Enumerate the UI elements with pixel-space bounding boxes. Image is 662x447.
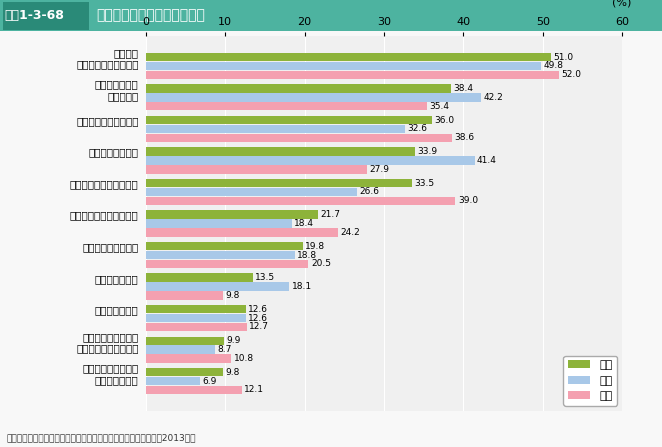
- Bar: [146, 188, 357, 196]
- Bar: [146, 283, 289, 291]
- FancyBboxPatch shape: [3, 2, 89, 30]
- Text: 18.1: 18.1: [292, 282, 312, 291]
- Text: 資料：内閣府「家族と地域における子育てに関する意識調査」（2013年）: 資料：内閣府「家族と地域における子育てに関する意識調査」（2013年）: [7, 434, 196, 443]
- Text: 9.8: 9.8: [226, 291, 240, 300]
- Text: 12.6: 12.6: [248, 305, 268, 314]
- Bar: [146, 242, 303, 250]
- Bar: [146, 165, 367, 173]
- Text: 家族の役割として重要なこと: 家族の役割として重要なこと: [96, 8, 205, 23]
- Bar: [146, 102, 427, 110]
- Bar: [146, 84, 451, 93]
- Text: 41.4: 41.4: [477, 156, 496, 165]
- Text: 26.6: 26.6: [359, 187, 379, 197]
- Text: 12.7: 12.7: [249, 322, 269, 331]
- Bar: [146, 134, 452, 142]
- Bar: [146, 148, 415, 156]
- Text: 39.0: 39.0: [458, 196, 478, 205]
- Text: 33.5: 33.5: [414, 179, 434, 188]
- Text: 35.4: 35.4: [429, 102, 449, 111]
- Text: 18.4: 18.4: [294, 219, 314, 228]
- Bar: [146, 211, 318, 219]
- Bar: [146, 305, 246, 313]
- Bar: [146, 337, 224, 345]
- Text: 21.7: 21.7: [320, 210, 340, 219]
- FancyBboxPatch shape: [0, 0, 662, 31]
- Text: 18.8: 18.8: [297, 250, 318, 260]
- Text: 49.8: 49.8: [544, 61, 563, 70]
- Text: 12.6: 12.6: [248, 313, 268, 323]
- Text: 27.9: 27.9: [369, 165, 390, 174]
- Bar: [146, 125, 404, 133]
- Bar: [146, 219, 292, 228]
- Bar: [146, 354, 232, 363]
- Text: 8.7: 8.7: [217, 345, 232, 354]
- Bar: [146, 116, 432, 124]
- Bar: [146, 156, 475, 164]
- Bar: [146, 346, 214, 354]
- Bar: [146, 260, 308, 268]
- Text: 6.9: 6.9: [203, 377, 217, 386]
- Text: 20.5: 20.5: [311, 259, 331, 268]
- Bar: [146, 386, 242, 394]
- Text: 38.6: 38.6: [455, 133, 475, 142]
- Text: 51.0: 51.0: [553, 53, 573, 62]
- Bar: [146, 368, 224, 376]
- Bar: [146, 274, 253, 282]
- Bar: [146, 53, 551, 61]
- Bar: [146, 291, 224, 299]
- Legend: 全体, 男性, 女性: 全体, 男性, 女性: [563, 356, 617, 406]
- Text: 32.6: 32.6: [407, 124, 427, 134]
- Text: 9.8: 9.8: [226, 368, 240, 377]
- Bar: [146, 62, 542, 70]
- Text: 19.8: 19.8: [305, 242, 326, 251]
- Bar: [146, 323, 246, 331]
- Text: 52.0: 52.0: [561, 70, 581, 79]
- Bar: [146, 228, 338, 236]
- Text: 42.2: 42.2: [483, 93, 503, 102]
- Text: 9.9: 9.9: [226, 336, 241, 345]
- Text: 38.4: 38.4: [453, 84, 473, 93]
- Text: 36.0: 36.0: [434, 116, 454, 125]
- Bar: [146, 251, 295, 259]
- Bar: [146, 314, 246, 322]
- Text: 24.2: 24.2: [340, 228, 360, 237]
- Bar: [146, 179, 412, 187]
- Text: 10.8: 10.8: [234, 354, 254, 363]
- Bar: [146, 93, 481, 101]
- Text: 12.1: 12.1: [244, 385, 264, 394]
- Bar: [146, 377, 201, 385]
- Text: 13.5: 13.5: [256, 273, 275, 282]
- X-axis label: (%): (%): [612, 0, 632, 8]
- Bar: [146, 71, 559, 79]
- Text: 図表1-3-68: 図表1-3-68: [5, 9, 64, 22]
- Text: 33.9: 33.9: [417, 147, 438, 156]
- Bar: [146, 197, 455, 205]
